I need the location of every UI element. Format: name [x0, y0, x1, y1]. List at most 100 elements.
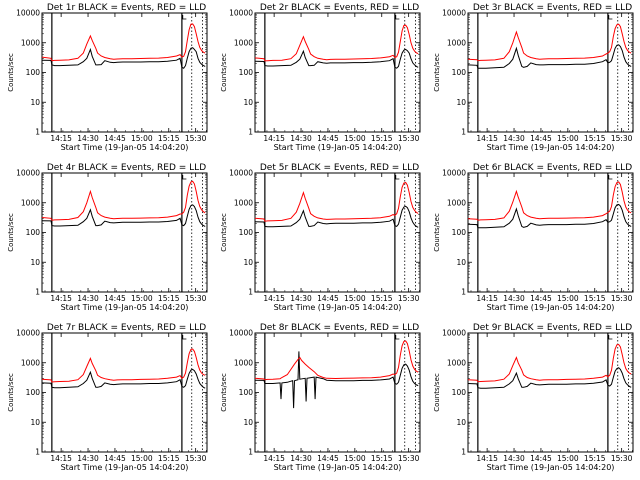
x-tick-label: 14:45 — [530, 134, 552, 143]
y-axis-label: Counts/sec — [7, 373, 15, 412]
y-axis-label: Counts/sec — [433, 53, 441, 92]
events-series-line — [41, 368, 206, 389]
detector-panel: Det 8r BLACK = Events, RED = LLD 1 10 100 10… — [213, 320, 426, 480]
panel-title: Det 9r BLACK = Events, RED = LLD — [473, 323, 632, 333]
panel-title: Det 4r BLACK = Events, RED = LLD — [47, 163, 206, 173]
y-tick-label: 100 — [239, 228, 254, 237]
y-tick-label: 1000 — [447, 198, 466, 207]
y-tick-label: 10 — [456, 418, 466, 427]
x-tick-label: 14:45 — [317, 294, 339, 303]
x-tick-label: 15:00 — [557, 134, 579, 143]
x-axis-label: Start Time (19-Jan-05 14:04:20) — [274, 143, 402, 152]
y-tick-label: 1 — [461, 128, 466, 137]
x-tick-label: 15:15 — [371, 454, 393, 463]
y-tick-label: 1000 — [21, 358, 40, 367]
interval-bracket — [395, 15, 400, 20]
x-axis-label: Start Time (19-Jan-05 14:04:20) — [487, 463, 615, 472]
x-tick-label: 14:30 — [290, 294, 312, 303]
x-tick-label: 15:15 — [158, 134, 180, 143]
y-tick-label: 1000 — [234, 198, 253, 207]
y-tick-label: 100 — [239, 388, 254, 397]
x-tick-label: 14:30 — [77, 294, 99, 303]
events-series-line — [254, 205, 419, 228]
panel-title: Det 2r BLACK = Events, RED = LLD — [260, 3, 419, 13]
interval-bracket — [395, 175, 400, 180]
y-axis-label: Counts/sec — [7, 53, 15, 92]
interval-bracket — [182, 335, 187, 340]
panel-chart: Det 8r BLACK = Events, RED = LLD 1 10 100 10… — [220, 323, 421, 472]
y-tick-label: 1000 — [21, 38, 40, 47]
y-tick-label: 100 — [26, 68, 41, 77]
x-axis-label: Start Time (19-Jan-05 14:04:20) — [61, 303, 189, 312]
x-tick-label: 14:15 — [50, 294, 72, 303]
y-tick-label: 100 — [26, 228, 41, 237]
x-tick-label: 15:30 — [185, 294, 207, 303]
y-tick-label: 100 — [452, 388, 467, 397]
x-axis-label: Start Time (19-Jan-05 14:04:20) — [487, 303, 615, 312]
x-tick-label: 15:15 — [158, 294, 180, 303]
panel-chart: Det 7r BLACK = Events, RED = LLD 1 10 100 10… — [7, 323, 208, 472]
y-tick-label: 100 — [452, 228, 467, 237]
y-axis-label: Counts/sec — [433, 373, 441, 412]
x-tick-label: 14:30 — [290, 454, 312, 463]
x-tick-label: 15:15 — [371, 134, 393, 143]
x-axis-label: Start Time (19-Jan-05 14:04:20) — [274, 303, 402, 312]
interval-bracket — [182, 175, 187, 180]
panel-chart: Det 4r BLACK = Events, RED = LLD 1 10 100 10… — [7, 163, 208, 312]
detector-panel: Det 1r BLACK = Events, RED = LLD 1 10 100 10… — [0, 0, 213, 160]
events-series-line — [467, 44, 632, 69]
x-tick-label: 15:30 — [611, 454, 633, 463]
y-tick-label: 10 — [243, 258, 253, 267]
y-tick-label: 1 — [35, 128, 40, 137]
y-tick-label: 10000 — [442, 329, 466, 338]
x-tick-label: 14:30 — [503, 134, 525, 143]
y-tick-label: 1000 — [21, 198, 40, 207]
x-tick-label: 15:00 — [344, 134, 366, 143]
y-tick-label: 10 — [243, 98, 253, 107]
detector-panel: Det 7r BLACK = Events, RED = LLD 1 10 100 10… — [0, 320, 213, 480]
interval-bracket — [608, 175, 613, 180]
x-tick-label: 15:00 — [131, 134, 153, 143]
y-tick-label: 10000 — [16, 9, 40, 18]
x-tick-label: 14:15 — [476, 294, 498, 303]
x-axis-label: Start Time (19-Jan-05 14:04:20) — [61, 143, 189, 152]
events-series-line — [254, 48, 419, 69]
detector-panel: Det 3r BLACK = Events, RED = LLD 1 10 100 10… — [426, 0, 639, 160]
x-tick-label: 15:00 — [344, 294, 366, 303]
detector-panel: Det 5r BLACK = Events, RED = LLD 1 10 100 10… — [213, 160, 426, 320]
events-series-line — [41, 47, 206, 69]
panel-chart: Det 5r BLACK = Events, RED = LLD 1 10 100 10… — [220, 163, 421, 312]
y-tick-label: 10000 — [16, 169, 40, 178]
x-tick-label: 14:30 — [77, 454, 99, 463]
lld-series-line — [41, 348, 206, 383]
y-tick-label: 1 — [461, 448, 466, 457]
detector-panel: Det 6r BLACK = Events, RED = LLD 1 10 100 10… — [426, 160, 639, 320]
x-tick-label: 15:30 — [398, 454, 420, 463]
events-series-line — [467, 367, 632, 389]
y-tick-label: 10000 — [229, 329, 253, 338]
x-tick-label: 15:15 — [584, 294, 606, 303]
x-tick-label: 14:45 — [317, 134, 339, 143]
x-tick-label: 15:30 — [611, 134, 633, 143]
x-tick-label: 15:15 — [158, 454, 180, 463]
lld-series-line — [254, 340, 419, 381]
y-tick-label: 10 — [456, 98, 466, 107]
x-tick-label: 15:00 — [557, 454, 579, 463]
x-tick-label: 14:45 — [530, 294, 552, 303]
y-tick-label: 10 — [456, 258, 466, 267]
panel-title: Det 8r BLACK = Events, RED = LLD — [260, 323, 419, 333]
panel-title: Det 7r BLACK = Events, RED = LLD — [47, 323, 206, 333]
x-tick-label: 14:15 — [50, 134, 72, 143]
x-tick-label: 14:30 — [503, 294, 525, 303]
y-tick-label: 10000 — [229, 169, 253, 178]
x-tick-label: 15:15 — [584, 134, 606, 143]
interval-bracket — [395, 335, 400, 340]
x-tick-label: 15:00 — [344, 454, 366, 463]
x-tick-label: 15:30 — [185, 454, 207, 463]
x-tick-label: 15:15 — [584, 454, 606, 463]
panel-chart: Det 3r BLACK = Events, RED = LLD 1 10 100 10… — [433, 3, 634, 152]
y-tick-label: 100 — [452, 68, 467, 77]
lld-series-line — [41, 23, 206, 62]
panel-chart: Det 2r BLACK = Events, RED = LLD 1 10 100 10… — [220, 3, 421, 152]
y-tick-label: 10000 — [442, 9, 466, 18]
